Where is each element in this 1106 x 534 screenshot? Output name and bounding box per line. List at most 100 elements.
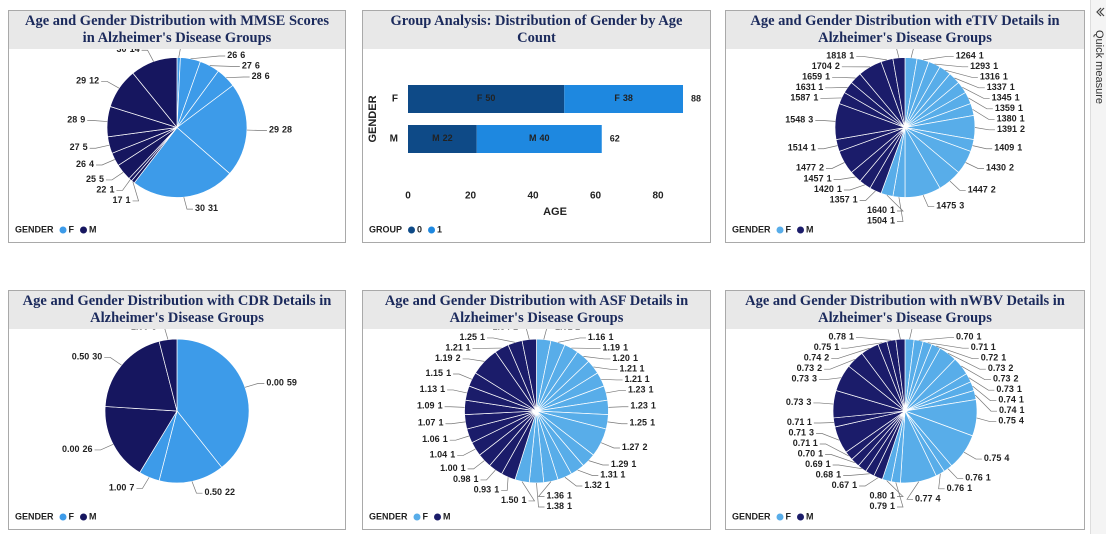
leader-line — [831, 347, 870, 360]
data-label-part: 1 — [827, 174, 832, 184]
legend-marker — [434, 513, 442, 521]
data-label-part: 1 — [1003, 72, 1008, 82]
data-label-part: 28 — [252, 71, 262, 81]
legend-label: M — [89, 511, 97, 521]
collapse-icon[interactable] — [1092, 4, 1106, 20]
leader-line — [209, 65, 240, 67]
data-label: 0.50 30 — [72, 352, 103, 362]
data-label-part: 1 — [438, 401, 443, 411]
data-label: 1.23 1 — [628, 385, 654, 395]
data-label: 1587 1 — [790, 93, 818, 103]
leader-line — [449, 435, 470, 441]
data-label: 11231 — [922, 49, 950, 50]
leader-line — [947, 352, 986, 370]
data-label: F 38 — [614, 93, 633, 103]
data-label-part: 1.06 — [422, 435, 440, 445]
leader-line — [906, 481, 920, 500]
chart: F F 50 F 38 88M M 22 M 40 620 20 40 60 80AGEGENDERGROU… — [367, 85, 701, 234]
data-label: 1357 1 — [830, 195, 858, 205]
legend-label: F — [786, 511, 792, 521]
x-tick-label: 20 — [465, 191, 477, 202]
legend-label: M — [806, 511, 814, 521]
data-label-part: 1.20 — [612, 353, 630, 363]
data-label-part: 2 — [991, 185, 996, 195]
data-label-part: 1 — [126, 195, 131, 205]
data-label-part: 1.00 — [440, 463, 458, 473]
data-label: 0.71 1 — [971, 343, 996, 353]
data-label: 30 31 — [195, 203, 218, 213]
legend-marker — [408, 226, 416, 234]
data-label-part: 1391 — [997, 124, 1017, 134]
data-label-part: 1 — [1019, 395, 1024, 405]
data-label: 1704 2 — [812, 61, 840, 71]
data-label: 1.27 2 — [622, 442, 648, 452]
data-label-part: 1 — [813, 93, 818, 103]
data-label: 1420 1 — [814, 184, 842, 194]
data-label: 1.38 1 — [547, 501, 573, 511]
data-label-part: 1.23 — [630, 401, 648, 411]
data-label-part: 30 — [195, 203, 205, 213]
leader-line — [536, 482, 545, 508]
data-label-part: 1.36 — [547, 491, 565, 501]
data-label-part: 1 — [465, 343, 470, 353]
data-label-part: 1 — [450, 450, 455, 460]
data-label-part: 0.50 — [204, 488, 222, 498]
data-label-part: 1.01 — [555, 329, 573, 332]
legend-title: GENDER — [732, 224, 771, 234]
pie-slice — [892, 57, 906, 128]
data-label-part: 1 — [1018, 103, 1023, 113]
leader-line — [577, 469, 599, 476]
data-label-part: 26 — [76, 159, 86, 169]
data-label-part: 1.21 — [619, 364, 637, 374]
chart: 0.6610.7010.7110.7210.7320.7320.7310.741… — [732, 329, 1025, 521]
leader-line — [963, 451, 982, 460]
data-label-part: 1 — [967, 483, 972, 493]
leader-line — [537, 481, 552, 497]
leader-line — [841, 342, 883, 349]
data-label-part: 1 — [1010, 82, 1015, 92]
data-label: 30 14 — [117, 49, 140, 55]
data-label-part: 5 — [83, 143, 88, 153]
leader-line — [961, 365, 991, 381]
legend-marker — [776, 513, 784, 521]
data-label-part: 0.73 — [792, 374, 810, 384]
data-label-part: 1 — [837, 184, 842, 194]
data-label-part: 0.71 — [789, 428, 807, 438]
data-label-part: 0.71 — [787, 417, 805, 427]
legend-marker — [428, 226, 436, 234]
leader-line — [976, 417, 997, 423]
data-label-part: 1457 — [804, 174, 824, 184]
data-label-part: 2 — [1020, 124, 1025, 134]
data-label-part: 0.73 — [786, 397, 804, 407]
legend-label: F — [69, 224, 75, 234]
data-label-part: 9 — [80, 115, 85, 125]
x-axis-title: AGE — [543, 206, 567, 218]
leader-line — [968, 97, 993, 110]
data-label: 1.21 1 — [445, 343, 470, 353]
side-pane-label[interactable]: Quick measure — [1093, 30, 1105, 104]
legend-label: 0 — [417, 224, 422, 234]
data-label: 28 9 — [67, 115, 85, 125]
data-label-part: 1 — [979, 51, 984, 61]
data-label-part: 1 — [648, 385, 653, 395]
chart-title: Group Analysis: Distribution of Gender b… — [363, 11, 710, 49]
data-label: 0.841 — [864, 329, 890, 332]
data-label-part: 1 — [1020, 406, 1025, 416]
data-label-part: 1 — [885, 329, 890, 332]
pie-slice — [895, 338, 906, 412]
data-label-part: 1 — [650, 418, 655, 428]
data-label-part: 40 — [539, 133, 549, 143]
data-label-part: 1.32 — [584, 480, 602, 490]
side-pane[interactable]: Quick measure — [1090, 0, 1106, 534]
data-label: 1.06 1 — [422, 435, 448, 445]
leader-line — [104, 357, 122, 366]
data-label: 1264 1 — [956, 51, 984, 61]
data-label-part: 1337 — [987, 82, 1007, 92]
legend-marker — [80, 513, 88, 521]
data-label: 1316 1 — [980, 72, 1008, 82]
data-label-part: 2 — [817, 364, 822, 374]
leader-line — [96, 159, 115, 166]
legend-title: GENDER — [15, 511, 54, 521]
data-label-part: 1380 — [997, 114, 1017, 124]
leader-line — [557, 337, 586, 343]
